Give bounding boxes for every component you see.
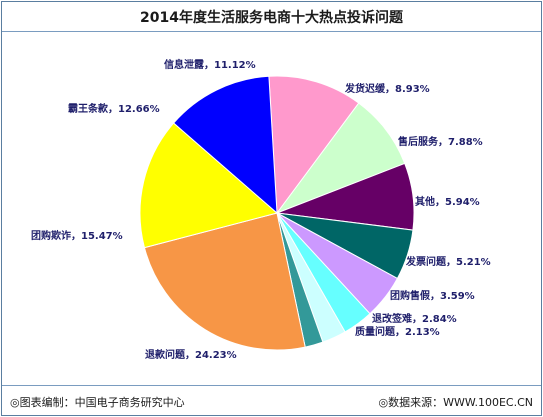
slice-label: 霸王条款，12.66% — [68, 102, 160, 115]
slice-label: 退款问题，24.23% — [145, 348, 237, 361]
footer-divider — [2, 385, 541, 386]
title-divider — [2, 31, 541, 32]
footer: ◎图表编制：中国电子商务研究中心 ◎数据来源：WWW.100EC.CN — [2, 386, 541, 415]
footer-source-left: ◎图表编制：中国电子商务研究中心 — [10, 396, 185, 409]
slice-label: 其他，5.94% — [415, 195, 480, 208]
slice-label: 退改签难，2.84% — [372, 312, 457, 325]
pie-slice — [268, 75, 360, 215]
slice-label: 团购欺诈，15.47% — [31, 229, 123, 242]
slice-label: 售后服务，7.88% — [398, 135, 483, 148]
pie-chart: 信息泄露，11.12% 发货迟缓，8.93% 售后服务，7.88% 其他，5.94% 发… — [31, 58, 491, 361]
pie-slice — [139, 122, 279, 249]
slice-label: 团购售假，3.59% — [390, 289, 475, 302]
slice-label: 质量问题，2.13% — [355, 325, 440, 338]
footer-source-right: ◎数据来源：WWW.100EC.CN — [378, 396, 534, 409]
pie-slice — [172, 75, 278, 215]
slice-label: 发货迟缓，8.93% — [344, 82, 430, 95]
chart-title: 2014年度生活服务电商十大热点投诉问题 — [140, 9, 403, 26]
chart-area: 信息泄露，11.12% 发货迟缓，8.93% 售后服务，7.88% 其他，5.94% 发… — [2, 32, 541, 385]
slice-label: 信息泄露，11.12% — [164, 58, 256, 71]
pie-slice — [143, 212, 306, 351]
slice-label: 发票问题，5.21% — [405, 255, 491, 268]
